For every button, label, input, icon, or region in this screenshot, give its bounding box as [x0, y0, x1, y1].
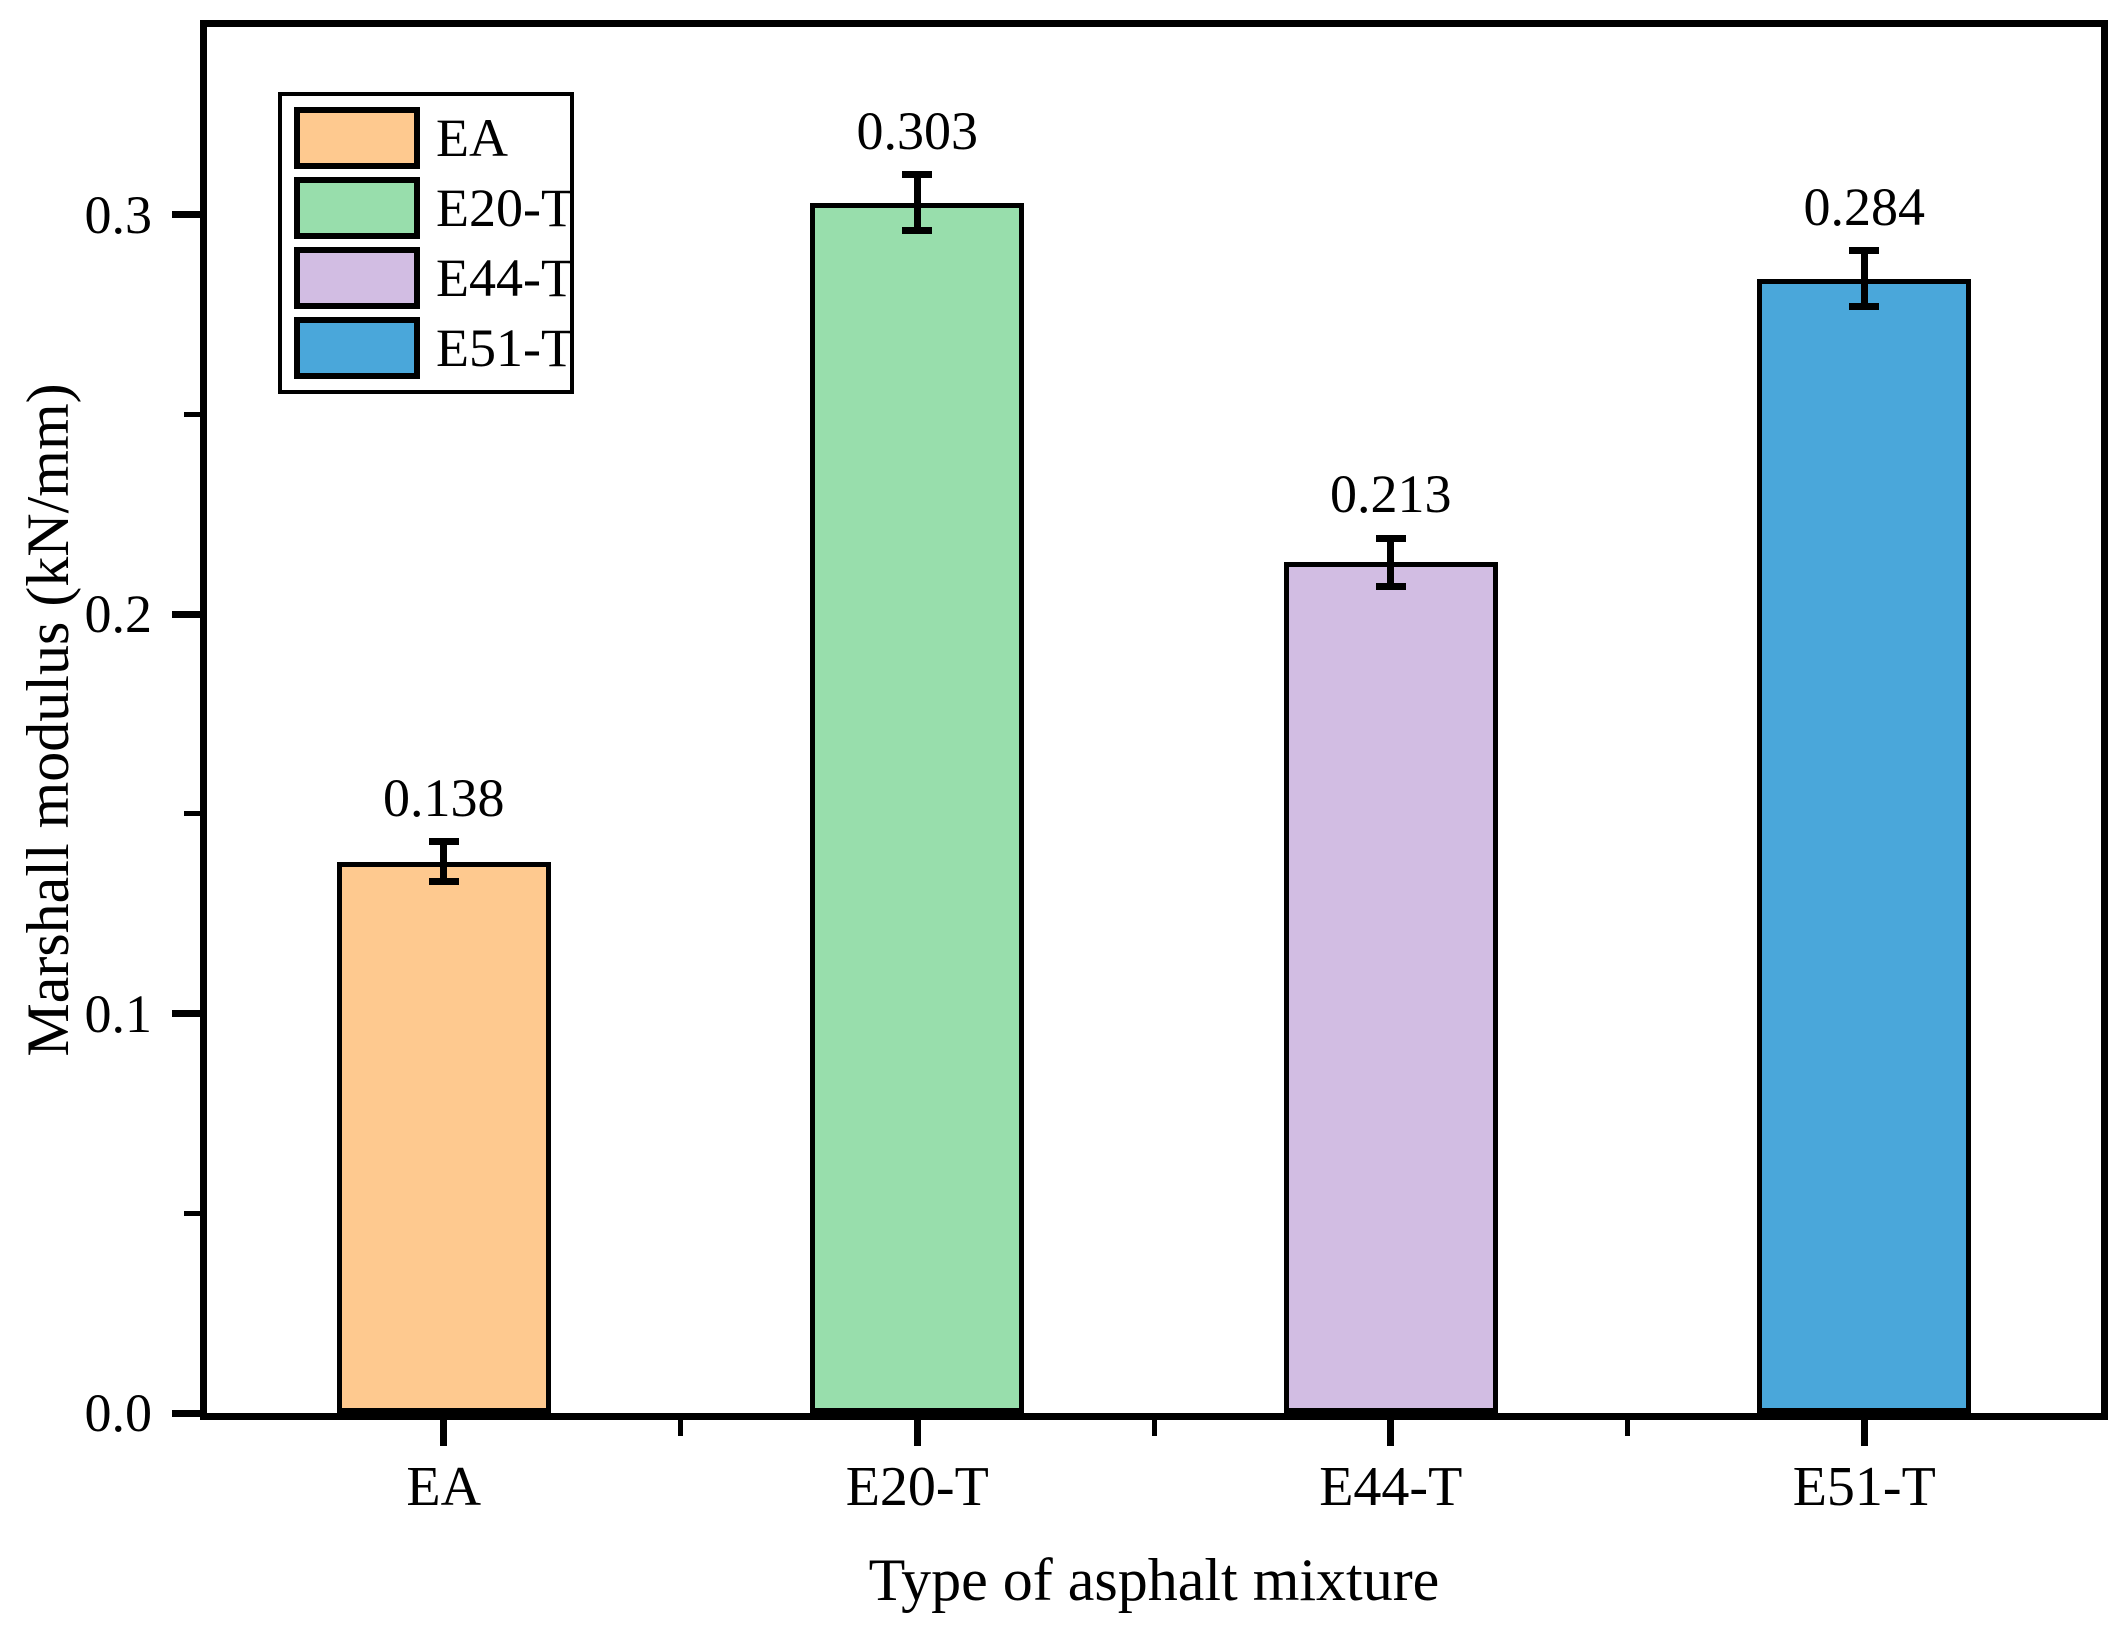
error-bar-cap-bottom	[1849, 303, 1880, 311]
error-bar-line	[1387, 538, 1395, 587]
y-axis-minor-tick	[184, 411, 200, 417]
x-axis-title: Type of asphalt mixture	[868, 1547, 1440, 1613]
y-axis-minor-tick	[184, 1210, 200, 1216]
legend-item: E20-T	[294, 173, 574, 243]
y-axis-tick-label: 0.0	[84, 1383, 153, 1443]
bar-value-label: 0.303	[856, 100, 979, 161]
y-axis-major-tick	[172, 610, 200, 618]
legend-item: E51-T	[294, 313, 574, 383]
legend-label: E20-T	[436, 178, 574, 238]
error-bar-cap-bottom	[902, 227, 933, 235]
error-bar-cap-bottom	[1375, 582, 1406, 590]
x-axis-tick-label: E20-T	[845, 1456, 989, 1518]
x-axis-minor-tick	[1151, 1420, 1157, 1436]
bar-e20-t	[810, 202, 1025, 1413]
bar-value-label: 0.213	[1330, 464, 1452, 525]
x-axis-minor-tick	[678, 1420, 683, 1436]
legend-item: EA	[294, 103, 570, 173]
bar-value-label: 0.284	[1803, 176, 1926, 237]
x-axis-major-tick	[913, 1420, 921, 1446]
y-axis-minor-tick	[184, 811, 200, 817]
error-bar-line	[440, 841, 448, 882]
x-axis-major-tick	[440, 1420, 448, 1446]
plot-area: EA E20-T E44-T E51-T 0.0 0.1 0.2 0.3 EA E20-T E44…	[85, 20, 2108, 1518]
bar-value-label: 0.138	[383, 767, 505, 828]
x-axis-major-tick	[1860, 1420, 1868, 1446]
y-axis-major-tick	[172, 1010, 200, 1018]
bar-ea	[336, 861, 551, 1413]
legend-swatch	[294, 177, 420, 239]
error-bar-cap-top	[1375, 534, 1406, 542]
legend: EA E20-T E44-T E51-T	[278, 92, 574, 394]
y-axis-tick-label: 0.1	[84, 983, 153, 1044]
legend-swatch	[294, 317, 420, 379]
x-axis-major-tick	[1387, 1420, 1395, 1446]
error-bar-cap-top	[428, 838, 459, 846]
legend-item: E44-T	[294, 243, 574, 313]
error-bar-cap-bottom	[428, 878, 459, 886]
y-axis-major-tick	[172, 211, 200, 219]
bar-e51-t	[1757, 278, 1972, 1413]
y-axis-major-tick	[172, 1409, 200, 1417]
legend-label: E51-T	[436, 318, 574, 378]
error-bar-line	[1860, 250, 1868, 307]
x-axis-tick-label: EA	[406, 1456, 482, 1518]
legend-label: EA	[436, 108, 508, 168]
bar-e44-t	[1283, 562, 1498, 1413]
y-axis-tick-label: 0.3	[84, 184, 153, 245]
error-bar-cap-top	[1849, 247, 1880, 255]
x-axis-tick-label: E44-T	[1319, 1456, 1463, 1518]
y-axis-tick-label: 0.2	[84, 584, 153, 645]
error-bar-cap-top	[902, 171, 933, 179]
legend-label: E44-T	[436, 248, 574, 308]
error-bar-line	[913, 174, 921, 231]
legend-swatch	[294, 247, 420, 309]
x-axis-tick-label: E51-T	[1792, 1456, 1936, 1518]
x-axis-minor-tick	[1625, 1420, 1630, 1436]
legend-swatch	[294, 107, 420, 169]
